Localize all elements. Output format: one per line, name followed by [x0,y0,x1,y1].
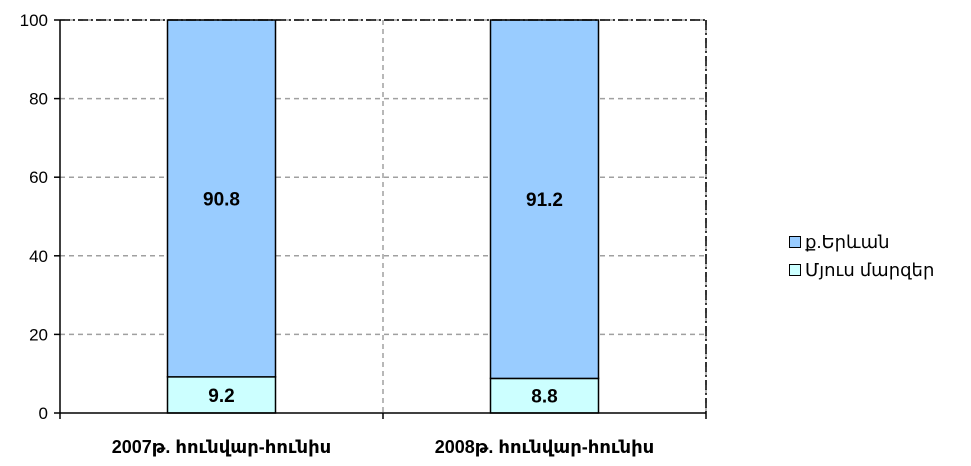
legend-swatch-yerevan [789,236,801,248]
legend-label-yerevan: ք.Երևան [805,231,890,252]
y-tick-label: 80 [29,90,48,109]
legend-label-other-regions: Մյուս մարզեր [805,259,935,280]
legend-swatch-other-regions [789,264,801,276]
legend-item-yerevan: ք.Երևան [789,228,934,256]
data-label-other-regions-2: 8.8 [531,387,557,408]
data-label-other-regions-1: 9.2 [208,386,234,407]
y-tick-label: 0 [39,404,48,423]
y-tick-label: 100 [20,11,48,30]
x-tick-label: 2007թ. հունվար-հունիս [112,437,331,457]
data-label-yerevan-1: 90.8 [203,189,240,210]
x-tick-label: 2008թ. հունվար-հունիս [435,437,654,457]
y-tick-label: 40 [29,247,48,266]
legend-item-other-regions: Մյուս մարզեր [789,256,934,284]
bar-yerevan-2 [489,19,600,380]
y-tick-label: 60 [29,168,48,187]
bar-yerevan-1 [166,19,277,378]
y-tick-label: 20 [29,325,48,344]
legend: ք.Երևան Մյուս մարզեր [789,228,934,284]
data-label-yerevan-2: 91.2 [526,190,563,211]
